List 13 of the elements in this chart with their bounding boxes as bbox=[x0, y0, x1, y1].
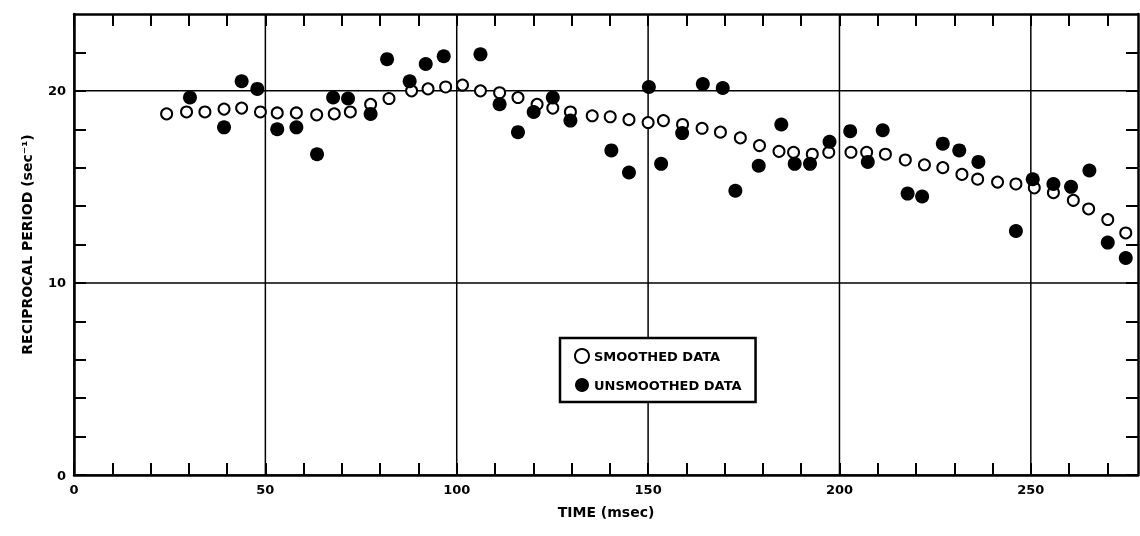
legend-label: UNSMOOTHED DATA bbox=[594, 377, 742, 393]
x-tick-label: 100 bbox=[443, 482, 471, 497]
x-tick-label: 50 bbox=[256, 482, 275, 497]
y-axis-title: RECIPROCAL PERIOD (sec⁻¹) bbox=[19, 134, 35, 355]
x-tick-label: 0 bbox=[69, 482, 79, 497]
x-tick-label: 200 bbox=[825, 482, 854, 497]
x-tick-label: 150 bbox=[634, 482, 662, 497]
legend-label: SMOOTHED DATA bbox=[594, 348, 721, 364]
y-tick-label: 20 bbox=[47, 83, 66, 99]
y-tick-label: 0 bbox=[56, 467, 66, 483]
y-tick-label: 10 bbox=[47, 275, 66, 291]
x-axis-title: TIME (msec) bbox=[557, 504, 655, 520]
x-tick-label: 250 bbox=[1017, 482, 1045, 497]
